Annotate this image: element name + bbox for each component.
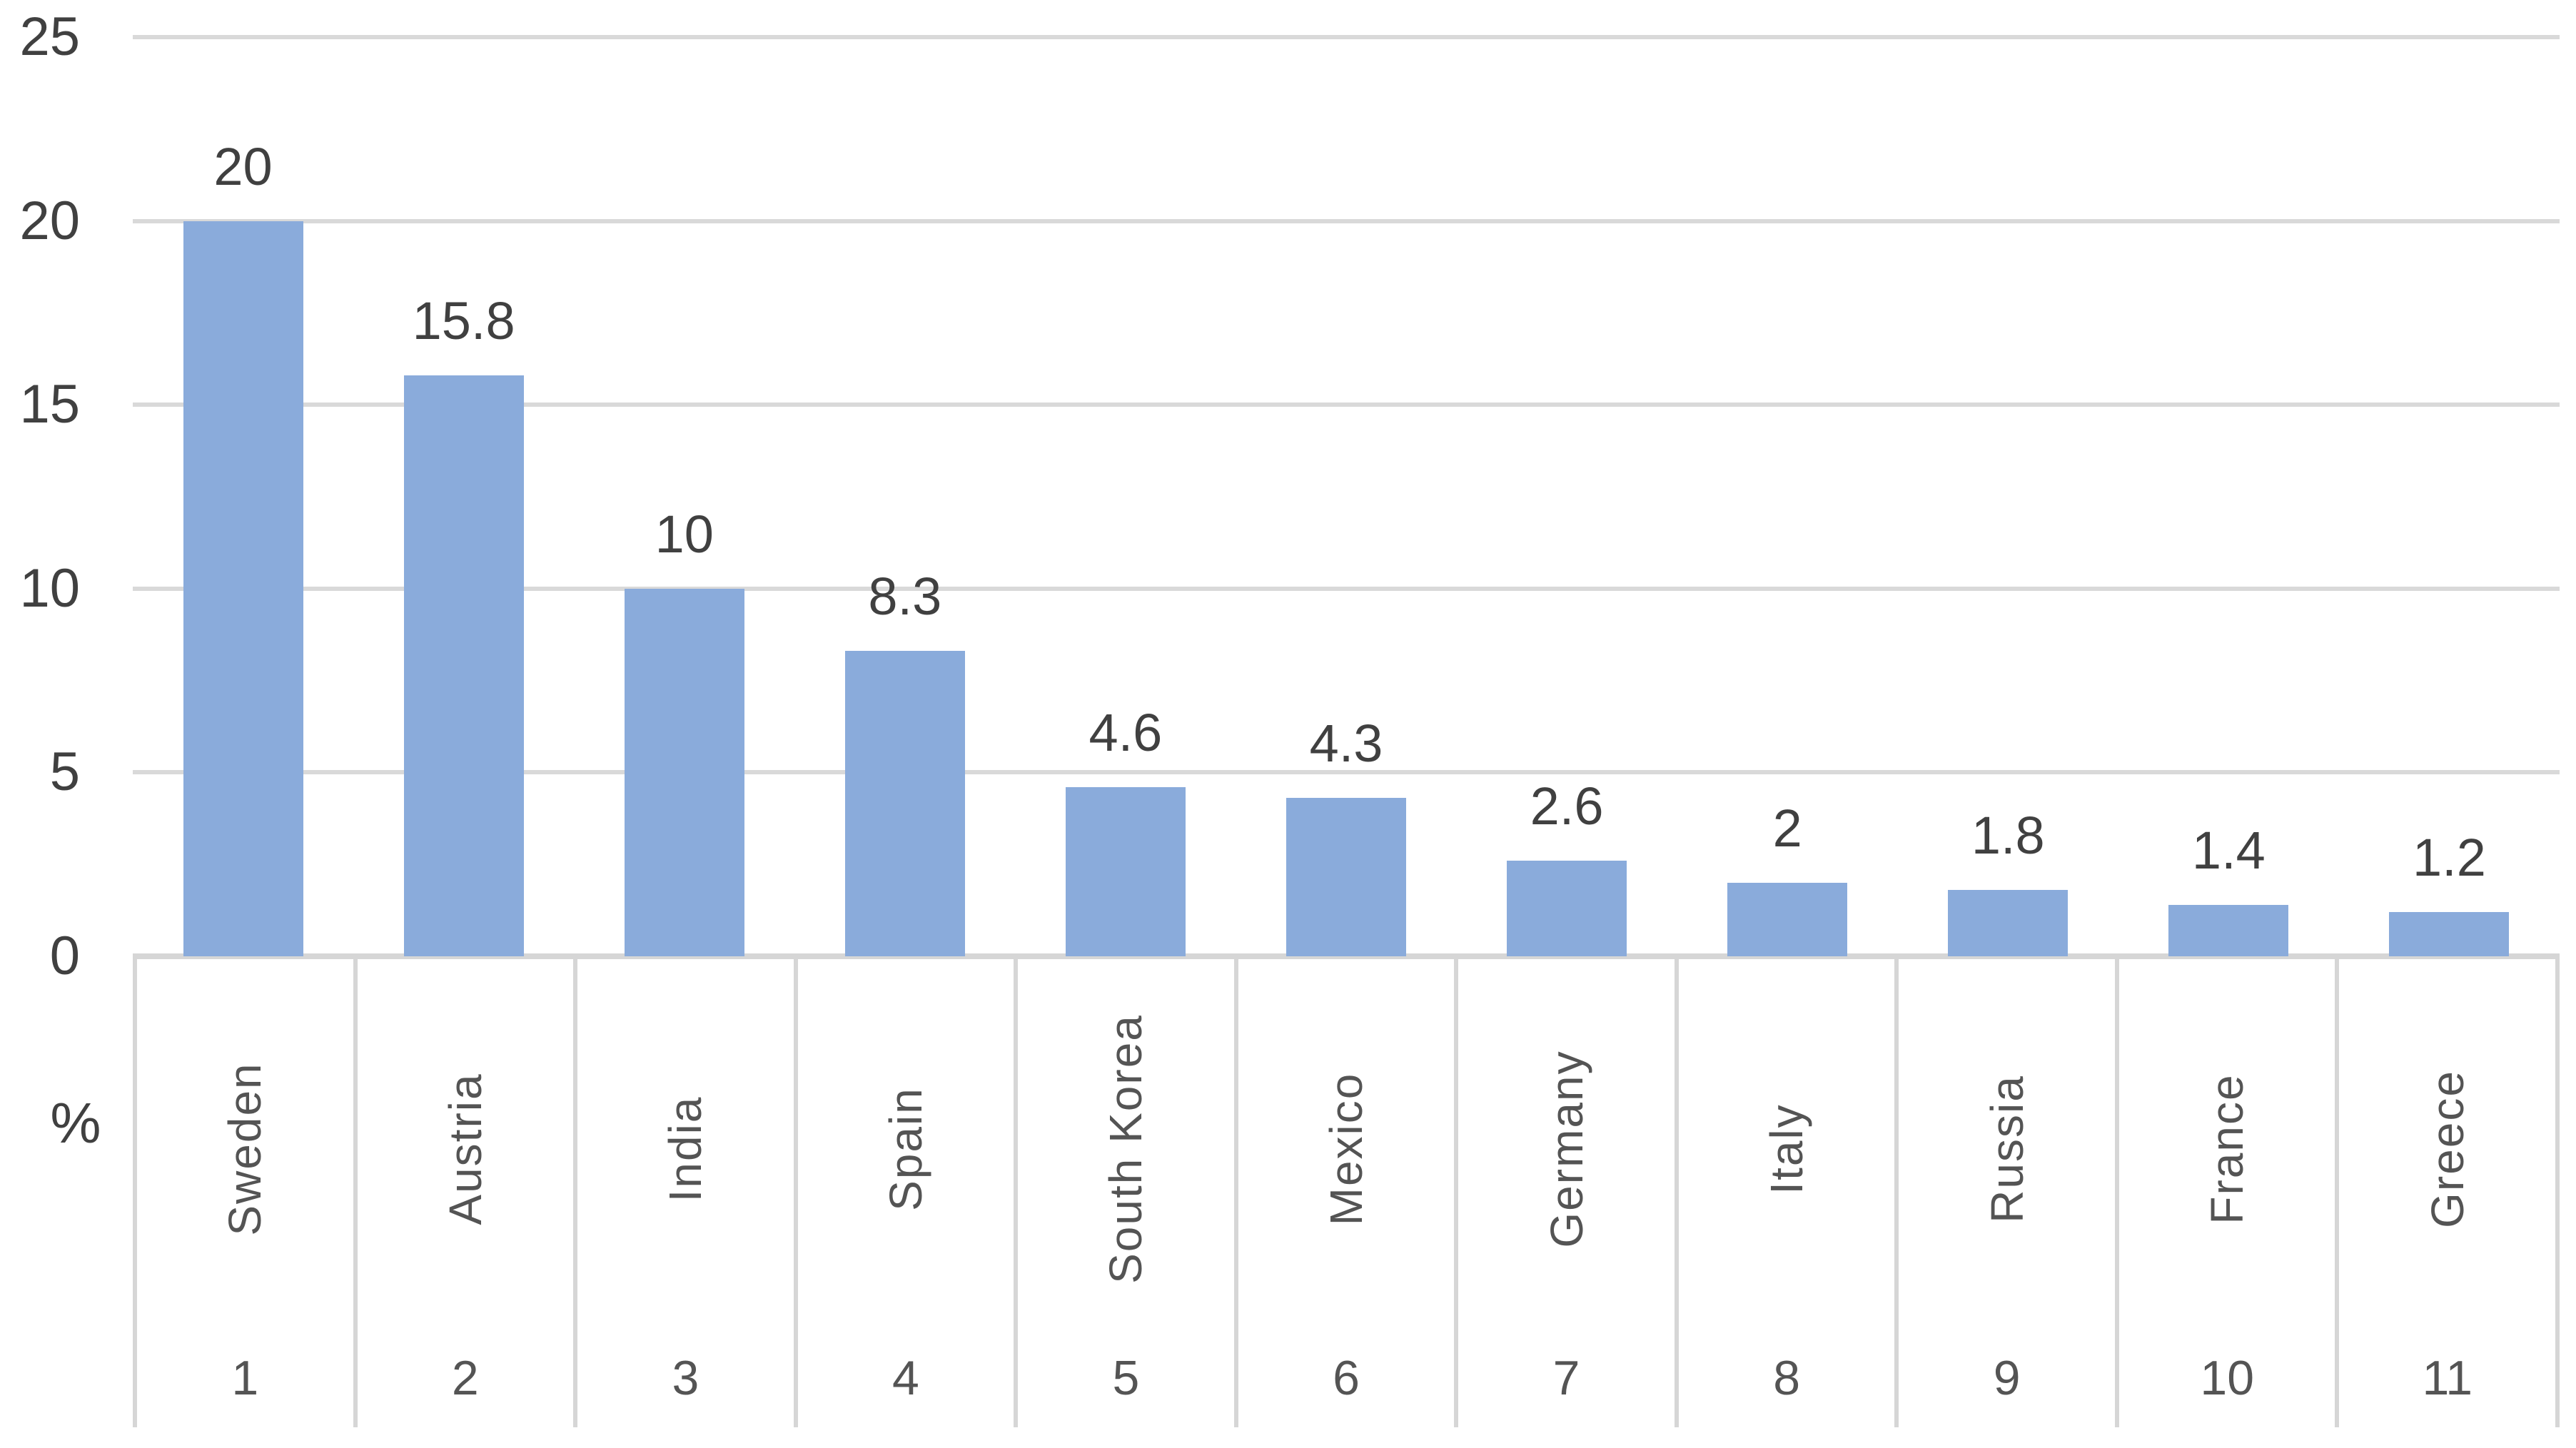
category-cell-italy: Italy 8 <box>1674 959 1895 1427</box>
value-label-sweden: 20 <box>213 136 273 196</box>
category-cell-south-korea: South Korea 5 <box>1014 959 1234 1427</box>
category-rank: 2 <box>451 1351 479 1405</box>
y-axis-tick-0: 0 <box>49 926 80 986</box>
category-label: Sweden <box>219 1062 271 1236</box>
category-label: Spain <box>879 1087 931 1211</box>
category-rank: 3 <box>672 1351 699 1405</box>
gridline-5 <box>133 770 2560 775</box>
category-rank: 4 <box>892 1351 919 1405</box>
gridline-0 <box>133 953 2560 959</box>
bar-austria <box>403 375 524 956</box>
y-axis-title: % <box>50 1091 101 1155</box>
category-cell-france: France 10 <box>2114 959 2335 1427</box>
category-cell-sweden: Sweden 1 <box>133 959 353 1427</box>
gridline-20 <box>133 218 2560 223</box>
bar-sweden <box>183 221 303 956</box>
y-axis-tick-5: 5 <box>49 741 80 803</box>
category-cell-india: India 3 <box>573 959 794 1427</box>
bar-france <box>2168 904 2289 956</box>
y-axis-tick-25: 25 <box>19 6 80 67</box>
category-rank: 7 <box>1552 1351 1580 1405</box>
category-rank: 1 <box>231 1351 259 1405</box>
value-label-india: 10 <box>655 504 714 564</box>
gridline-15 <box>133 402 2560 407</box>
bar-greece <box>2389 912 2510 956</box>
category-label: Russia <box>1981 1075 2033 1223</box>
category-rank: 5 <box>1112 1351 1140 1405</box>
y-axis-tick-10: 10 <box>19 557 80 619</box>
bar-mexico <box>1286 798 1406 956</box>
value-label-russia: 1.8 <box>1971 806 2045 866</box>
value-label-south-korea: 4.6 <box>1089 703 1163 762</box>
category-label: Germany <box>1540 1050 1592 1248</box>
category-cell-greece: Greece 11 <box>2335 959 2560 1427</box>
category-label: Mexico <box>1320 1072 1372 1226</box>
category-label: Austria <box>439 1073 491 1225</box>
category-label: South Korea <box>1100 1014 1152 1284</box>
category-label: Greece <box>2421 1070 2473 1228</box>
category-rank: 10 <box>2200 1351 2255 1405</box>
bar-russia <box>1948 890 2069 956</box>
gridline-10 <box>133 586 2560 591</box>
category-rank: 6 <box>1333 1351 1360 1405</box>
bar-germany <box>1507 861 1627 956</box>
value-label-germany: 2.6 <box>1530 776 1604 836</box>
category-rank: 11 <box>2422 1351 2473 1405</box>
category-axis-table: Sweden 1 Austria 2 India 3 Spain 4 South Korea 5 M… <box>133 959 2560 1427</box>
value-label-italy: 2 <box>1772 798 1802 858</box>
category-rank: 9 <box>1993 1351 2021 1405</box>
bar-south-korea <box>1065 787 1186 956</box>
bar-india <box>624 588 744 956</box>
value-label-spain: 8.3 <box>868 567 942 627</box>
gridline-25 <box>133 35 2560 39</box>
value-label-austria: 15.8 <box>412 290 515 350</box>
bar-italy <box>1727 882 1848 956</box>
category-cell-mexico: Mexico 6 <box>1233 959 1455 1427</box>
category-rank: 8 <box>1773 1351 1801 1405</box>
value-label-mexico: 4.3 <box>1309 714 1383 774</box>
value-label-greece: 1.2 <box>2413 828 2486 888</box>
category-label: France <box>2201 1073 2253 1225</box>
y-axis-tick-15: 15 <box>19 374 80 435</box>
category-cell-russia: Russia 9 <box>1894 959 2115 1427</box>
category-cell-spain: Spain 4 <box>793 959 1014 1427</box>
category-label: India <box>660 1095 712 1203</box>
category-cell-austria: Austria 2 <box>353 959 574 1427</box>
y-axis-tick-20: 20 <box>19 190 80 251</box>
category-label: Italy <box>1761 1103 1813 1195</box>
category-cell-germany: Germany 7 <box>1454 959 1675 1427</box>
value-label-france: 1.4 <box>2191 820 2266 880</box>
bar-spain <box>844 651 965 956</box>
